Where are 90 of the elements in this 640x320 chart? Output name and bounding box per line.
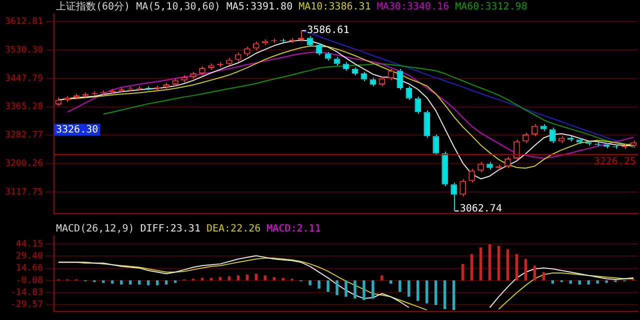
bar <box>461 264 464 280</box>
bar <box>515 254 518 280</box>
bar <box>452 280 456 310</box>
y-tick-label: 3530.30 <box>5 45 43 56</box>
bar <box>218 277 222 280</box>
bar <box>524 259 528 280</box>
bar <box>506 249 510 280</box>
candlestick <box>558 136 565 144</box>
bar <box>174 280 177 283</box>
bar <box>533 266 536 280</box>
y-tick-label: 3612.81 <box>5 16 43 27</box>
bar <box>390 280 392 284</box>
bar <box>246 274 249 280</box>
bar <box>272 277 276 280</box>
bar <box>264 275 266 280</box>
y-tick-label: -14.83 <box>10 288 43 298</box>
bar <box>336 280 338 296</box>
bar <box>443 280 446 310</box>
candlestick <box>550 127 556 144</box>
ref-line-label: 3226.25 <box>594 156 636 168</box>
bar <box>488 244 492 280</box>
bar <box>228 276 231 280</box>
annotation: 3326.30 <box>56 124 98 136</box>
candlestick <box>460 178 466 197</box>
bar <box>326 280 330 292</box>
candlestick <box>424 110 430 138</box>
y-tick-label: 3117.75 <box>5 187 43 198</box>
text: MA10:3386.31 <box>298 2 371 13</box>
bar <box>200 278 204 280</box>
y-tick-label: -0.08 <box>16 276 43 286</box>
bar <box>282 278 284 280</box>
bar <box>416 280 420 301</box>
bar <box>605 280 608 283</box>
chart-subtitle: MA(5,10,30,60) <box>136 2 220 13</box>
annotation: 3586.61 <box>307 25 350 36</box>
bar <box>408 280 410 297</box>
bar <box>596 280 599 284</box>
bar <box>380 275 384 280</box>
bar <box>120 280 123 284</box>
bar <box>156 280 159 286</box>
text: DIFF:23.31 <box>140 224 200 235</box>
candlestick <box>414 96 422 114</box>
bar <box>372 280 374 298</box>
text: MA30:3340.16 <box>376 2 450 13</box>
y-tick-label: 29.40 <box>16 252 43 262</box>
bar <box>578 280 581 284</box>
bar <box>542 272 546 280</box>
candlestick <box>514 139 520 161</box>
bar <box>308 280 312 286</box>
text: MACD:2.11 <box>266 224 321 235</box>
bar <box>426 280 428 304</box>
y-tick-label: 3365.28 <box>5 102 43 112</box>
annotation: 3062.74 <box>460 204 502 215</box>
candlestick <box>396 68 404 90</box>
chart-title: 上证指数(60分) <box>56 0 130 13</box>
chart-title: MACD(26,12,9) <box>56 224 134 235</box>
bar <box>344 280 348 297</box>
y-tick-label: 3447.79 <box>5 74 43 84</box>
bar <box>587 280 590 284</box>
bar <box>164 280 168 284</box>
bar <box>318 280 320 289</box>
candlestick <box>540 124 547 132</box>
bar <box>236 275 240 280</box>
bar <box>129 280 132 284</box>
y-tick-label: 44.15 <box>16 239 43 250</box>
bar <box>254 274 258 280</box>
candlestick <box>442 151 448 187</box>
bar <box>102 280 105 283</box>
bar <box>479 248 482 280</box>
y-tick-label: -29.57 <box>10 300 43 310</box>
text: MA5:3391.80 <box>226 2 293 13</box>
y-tick-label: 3282.77 <box>5 130 43 141</box>
bar <box>210 278 213 280</box>
candlestick <box>352 66 358 76</box>
bar <box>470 254 474 280</box>
bar <box>434 280 438 306</box>
y-tick-label: 3200.26 <box>5 158 43 169</box>
candlestick <box>316 42 322 56</box>
text: DEA:22.26 <box>206 224 261 235</box>
text: MA60:3312.98 <box>455 2 528 13</box>
candlestick <box>64 95 71 102</box>
bar <box>398 280 402 292</box>
bar <box>138 280 141 284</box>
y-tick-label: 14.66 <box>16 264 43 274</box>
bar <box>362 280 366 300</box>
candlestick <box>630 140 637 148</box>
candlestick <box>226 58 232 66</box>
bar <box>146 280 150 286</box>
bar <box>497 246 500 280</box>
bar <box>354 280 356 298</box>
